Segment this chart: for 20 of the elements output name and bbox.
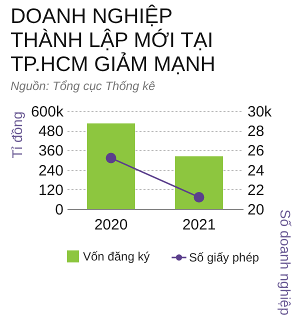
y-tick-label: 600k (30, 104, 64, 120)
x-tick-label: 2021 (182, 216, 216, 234)
y2-tick-label: 20 (248, 202, 264, 218)
text: Nguồn: Tổng cục Thống kê (10, 79, 156, 93)
y-tick-label: 120 (38, 182, 64, 199)
y-tick-label: 360 (38, 142, 64, 160)
y2-tick-label: 24 (248, 162, 264, 180)
y-axis-title: Tỉ đồng (8, 112, 25, 158)
y2-tick-label: 22 (248, 182, 264, 199)
x-tick-label: 2020 (94, 216, 128, 234)
y2-tick-label: 26 (248, 142, 264, 160)
legend-label: Vốn đăng ký (83, 249, 150, 264)
y-tick-label: 240 (38, 162, 64, 180)
y-tick-label: 480 (38, 123, 64, 140)
chart-title: DOANH NGHIỆP THÀNH LẬP MỚI TẠI TP.HCM GIẢM MẠNH (10, 4, 216, 76)
y2-tick-label: 28 (248, 123, 264, 140)
y-tick-label: 0 (55, 202, 64, 218)
legend-label: Số giấy phép (189, 250, 260, 264)
y2-axis-title: Số doanh nghiệp (278, 210, 294, 316)
y2-tick-label: 30k (248, 104, 272, 120)
